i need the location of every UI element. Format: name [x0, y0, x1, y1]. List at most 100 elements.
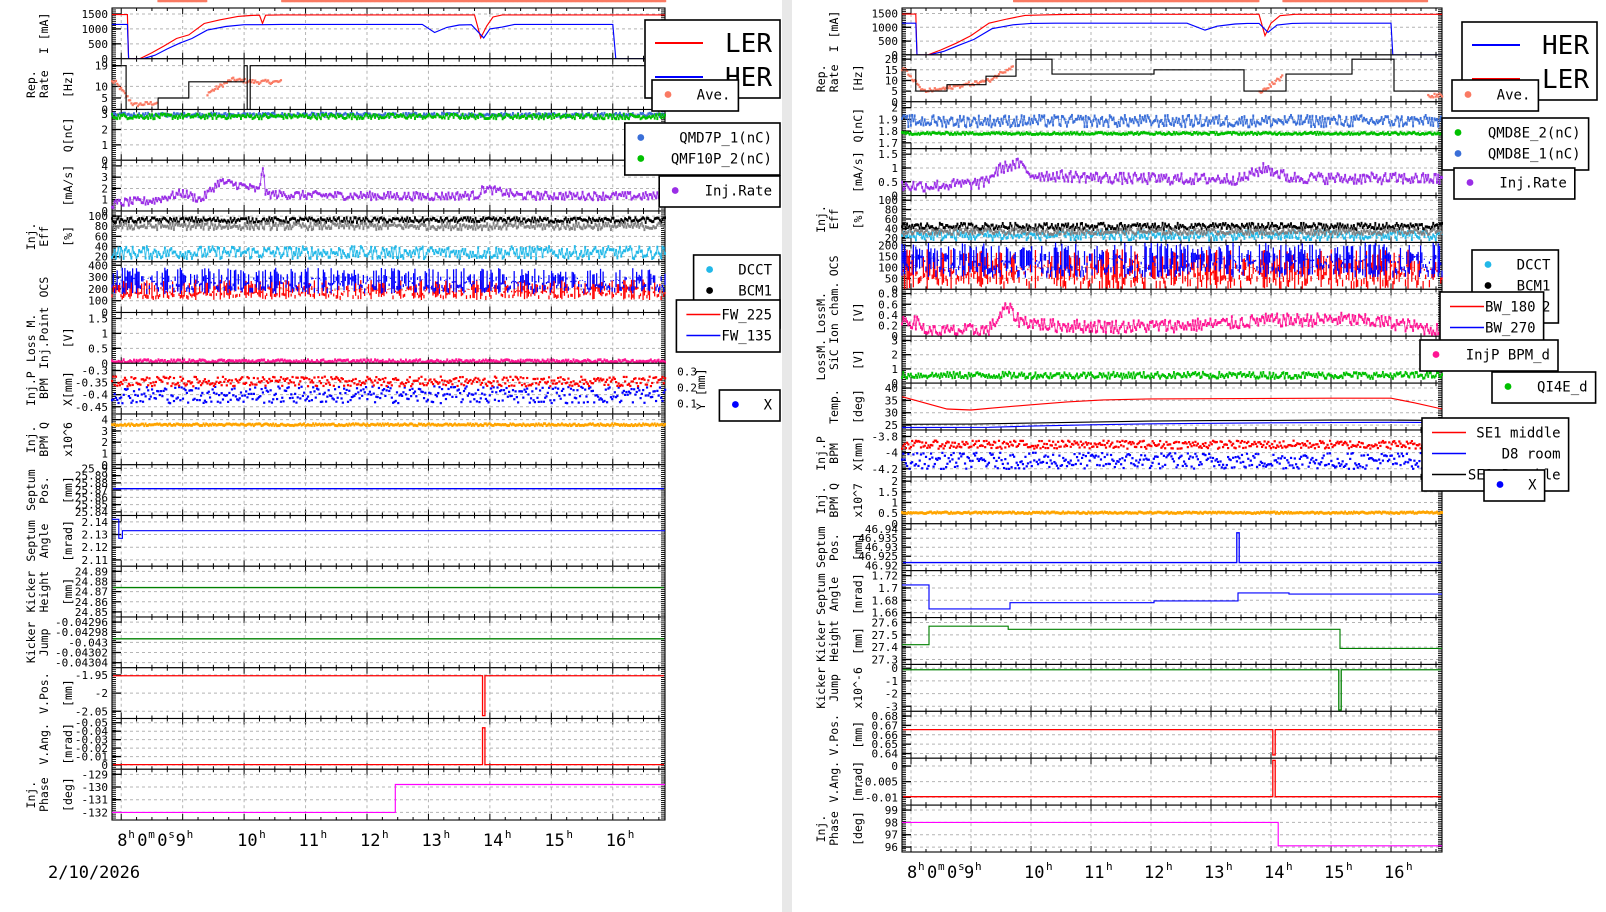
plot-row-charge[interactable]: 21.91.81.7 Q[nC] — [851, 101, 1443, 150]
x-tick-sup: h — [918, 860, 925, 873]
legend-label: X — [764, 398, 773, 414]
right-chart-panel[interactable]: 1500 1000 500 0 I [mA] 20 15 10 5 0 Rate Rep. [Hz] 2 1… — [792, 0, 1606, 912]
y-tick-label: 1.7 — [878, 137, 898, 150]
y-axis-unit: [mrad] — [851, 761, 865, 803]
y-tick-label: 0 — [891, 662, 898, 675]
legend-leg-injrate[interactable]: Inj.Rate — [1453, 167, 1576, 200]
series-ler — [902, 13, 1442, 56]
y-tick-label: 0 — [101, 104, 108, 117]
legend-leg-x[interactable]: X — [718, 389, 781, 422]
series-se1-p-cable — [901, 419, 1443, 425]
y-tick-label: 3 — [891, 334, 898, 347]
y-axis-unit: [%] — [61, 226, 75, 247]
y-axis-name: BPM Q — [827, 483, 841, 518]
y-axis-name: Inj. — [24, 781, 38, 809]
plot-row-vpos[interactable]: 0.680.670.660.650.64 V.Pos. [mm] — [827, 710, 1443, 761]
left-secondary-y-axis: 0.3 0.2 0.1Y [mm] — [677, 365, 708, 410]
series-spike — [903, 728, 1441, 756]
y-tick-label: -0.04298 — [55, 626, 108, 639]
plot-row-inj_rate[interactable]: 1.510.50 [mA/s] — [851, 148, 1443, 203]
legend-swatch-dot — [637, 155, 645, 162]
y-axis-name: Eff — [37, 226, 51, 247]
plot-row-kicker_jump[interactable]: -0.04296-0.04298-0.043-0.04302-0.04304 Ju… — [24, 616, 666, 670]
legend-leg-bw[interactable]: BW_180 BW_270 — [1439, 291, 1545, 345]
legend-leg-injp[interactable]: InjP BPM_d — [1419, 339, 1559, 372]
y-tick-label: -3.8 — [872, 430, 899, 443]
y-axis-unit: X[mm] — [61, 371, 75, 406]
x-tick-label: 12 — [360, 831, 380, 851]
x-tick-sup: h — [1346, 860, 1353, 873]
legend-leg-injrate[interactable]: Inj.Rate — [658, 175, 781, 208]
legend-leg-ave[interactable]: Ave. — [1451, 79, 1540, 112]
plot-row-vang[interactable]: 0 -0.005 -0.01 V.Ang. [mrad] — [827, 757, 1443, 806]
x-tick-sup: h — [975, 860, 982, 873]
legend-swatch-dot — [706, 287, 713, 294]
legend-leg-x[interactable]: X — [1483, 469, 1546, 502]
x-tick-sup: h — [1226, 860, 1233, 873]
y-tick-label: 1.5 — [878, 148, 898, 161]
left-chart-panel[interactable]: 1500 1000 500 0 I [mA] 19 10 5 0 Rate Rep. [Hz] 3 2 1 0… — [0, 0, 782, 912]
legend-leg-qi4e[interactable]: QI4E_d — [1491, 371, 1597, 404]
y-tick-label: 200 — [88, 283, 108, 296]
y-axis-name: Rate — [827, 64, 841, 92]
y-tick-label: 0 — [101, 759, 108, 772]
y-tick-label: 25.9 — [82, 462, 109, 475]
y-tick-label: -0.4 — [82, 389, 109, 402]
plot-row-charge[interactable]: 3 2 1 0 Q[nC] — [61, 108, 666, 167]
y-tick-label: 25.87 — [75, 484, 108, 497]
y-tick-label: 24.86 — [75, 596, 108, 609]
legend-leg-ave[interactable]: Ave. — [651, 79, 740, 112]
legend-leg-her-ler[interactable]: HER LER — [1461, 21, 1598, 101]
x-tick-sup: h — [128, 828, 135, 841]
legend-leg-qmd8e[interactable]: QMD8E_2(nC) QMD8E_1(nC) — [1441, 117, 1590, 171]
legend-leg-fw[interactable]: FW_225 FW_135 — [675, 299, 781, 353]
y-tick-label: 2 — [891, 475, 898, 488]
y-axis-unit: [mrad] — [851, 573, 865, 615]
y-tick-label: 0.67 — [872, 719, 899, 732]
y-tick-label: 0 — [891, 377, 898, 390]
legend-label: X — [1528, 478, 1537, 494]
secondary-y-tick: 0.1 — [677, 397, 697, 410]
y-axis-name: OCS — [37, 277, 51, 298]
plot-row-vpos[interactable]: -1.95 -2 -2.05 V.Pos. [mm] — [37, 667, 666, 720]
y-tick-label: 20 — [885, 53, 898, 66]
secondary-y-tick: 0.3 — [677, 365, 697, 378]
x-tick-label: 15 — [1324, 863, 1344, 883]
y-axis-name: I [mA] — [827, 11, 841, 53]
x-tick-sup: m — [938, 860, 945, 873]
x-tick-label: 10 — [237, 831, 257, 851]
y-axis-name: Inj. — [24, 223, 38, 251]
panel-divider — [782, 0, 792, 912]
series-her — [112, 23, 665, 60]
y-tick-label: 19 — [95, 60, 108, 73]
x-tick-label: 11 — [1084, 863, 1104, 883]
legend-leg-qmd[interactable]: QMD7P_1(nC) QMF10P_2(nC) — [623, 122, 781, 176]
plot-row-vang[interactable]: -0.05-0.04-0.03-0.02-0.010 V.Ang. [mrad] — [37, 717, 666, 772]
